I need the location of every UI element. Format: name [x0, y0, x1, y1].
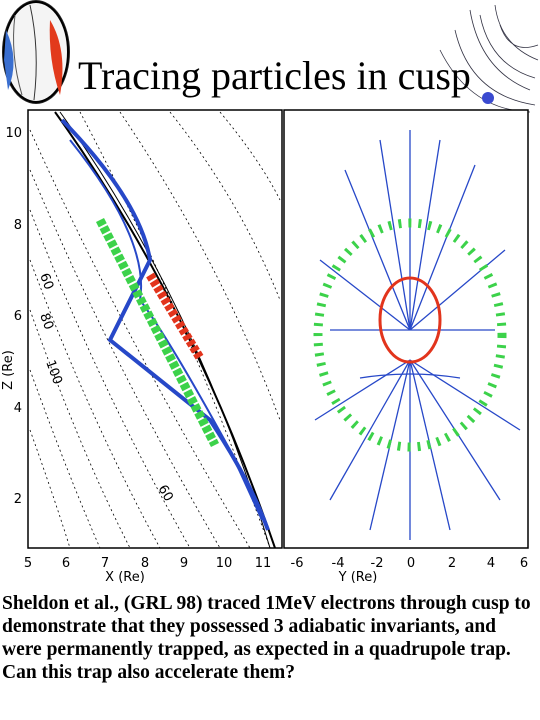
- slide-title: Tracing particles in cusp: [78, 53, 471, 98]
- x-tick-label: 8: [141, 556, 149, 571]
- caption: Sheldon et al., (GRL 98) traced 1MeV ele…: [2, 593, 531, 683]
- x-tick-label: 2: [448, 556, 456, 571]
- left-panel: 60 80 100 60 10 8 6 4 2 Z (Re) 5 6 7 8 9…: [1, 109, 283, 585]
- contour-label: 80: [36, 311, 56, 332]
- x-tick-label: -2: [371, 556, 384, 571]
- globe-icon: [2, 0, 70, 104]
- x-tick-label: 9: [180, 556, 188, 571]
- contour-label: 60: [36, 271, 56, 292]
- x-tick-label: 6: [520, 556, 528, 571]
- y-axis-label: Z (Re): [1, 350, 16, 390]
- y-tick-label: 2: [14, 492, 22, 507]
- y-tick-label: 4: [14, 401, 22, 416]
- x-axis-label: Y (Re): [338, 570, 378, 585]
- x-tick-label: 6: [62, 556, 70, 571]
- y-tick-label: 6: [14, 309, 22, 324]
- x-axis-label: X (Re): [105, 570, 145, 585]
- x-tick-label: 0: [407, 556, 415, 571]
- x-tick-label: -4: [332, 556, 345, 571]
- x-tick-label: 5: [24, 556, 32, 571]
- x-tick-label: 10: [216, 556, 233, 571]
- x-tick-label: 4: [487, 556, 495, 571]
- x-tick-label: 7: [101, 556, 109, 571]
- contour-label: 60: [155, 483, 176, 505]
- y-tick-label: 8: [14, 218, 22, 233]
- y-tick-label: 10: [5, 126, 22, 141]
- right-panel: -6 -4 -2 0 2 4 6 Y (Re): [283, 109, 529, 585]
- x-tick-label: 11: [255, 556, 272, 571]
- x-tick-label: -6: [291, 556, 304, 571]
